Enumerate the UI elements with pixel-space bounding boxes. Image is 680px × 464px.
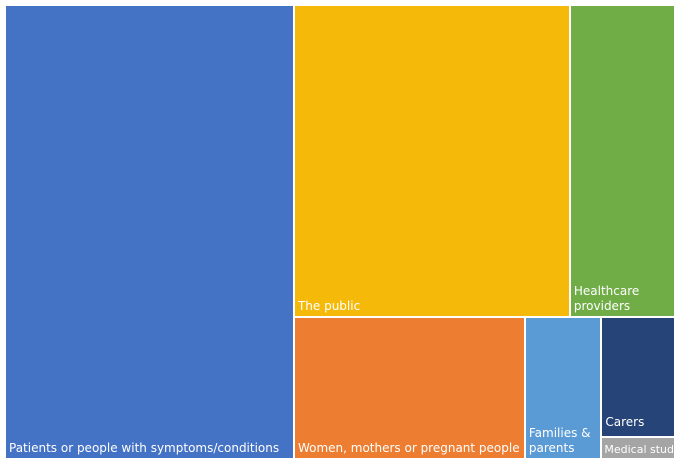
treemap-tile: Women, mothers or pregnant people [293,316,525,459]
treemap-tile: The public [293,5,570,317]
treemap-tile: Carers [601,316,675,437]
treemap-tile: Medical students [601,436,675,459]
treemap-tile-label: Women, mothers or pregnant people [297,440,520,455]
treemap-tile: Healthcare providers [569,5,675,317]
treemap-tile-label: Medical students [604,442,675,456]
treemap-tile: Patients or people with symptoms/conditi… [5,5,294,459]
treemap-tile-label: Healthcare providers [573,283,640,313]
treemap-tile-label: Families & parents [528,425,591,455]
treemap-tile-label: Patients or people with symptoms/conditi… [9,441,280,455]
treemap-tile-label: Carers [605,414,645,429]
treemap-tile: Families & parents [524,316,602,459]
treemap-tile-label: The public [297,298,361,313]
